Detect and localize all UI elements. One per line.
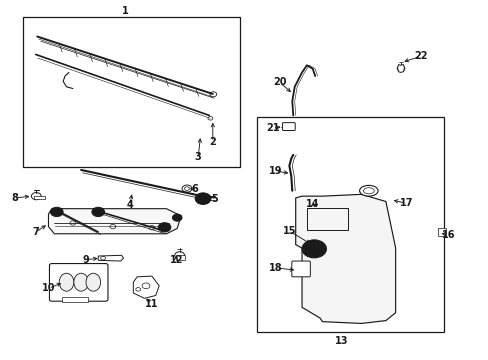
Bar [306,208,347,230]
Circle shape [158,223,170,232]
FancyBboxPatch shape [49,264,108,301]
Text: 10: 10 [41,283,55,293]
Circle shape [50,207,63,217]
Circle shape [92,207,104,217]
Text: 13: 13 [335,336,348,346]
Text: 17: 17 [399,198,412,208]
Text: 7: 7 [32,227,39,237]
Text: 15: 15 [282,226,296,236]
Polygon shape [98,255,123,261]
Bar [176,255,184,260]
Ellipse shape [363,188,373,194]
Ellipse shape [359,185,377,196]
Text: 11: 11 [145,299,158,309]
Text: 18: 18 [269,263,283,273]
Polygon shape [48,209,181,234]
Text: 21: 21 [265,123,279,133]
Text: 3: 3 [194,152,201,162]
Text: 19: 19 [268,166,282,176]
Ellipse shape [86,273,101,291]
Bar [61,297,88,302]
Bar [34,196,44,199]
FancyBboxPatch shape [282,123,295,131]
FancyBboxPatch shape [291,261,310,277]
Text: 22: 22 [413,51,427,61]
Bar [256,117,444,332]
Circle shape [195,193,210,204]
Text: 12: 12 [169,255,183,265]
Circle shape [302,240,326,258]
Ellipse shape [74,273,88,291]
Polygon shape [397,64,404,72]
Text: 6: 6 [191,184,198,194]
Circle shape [172,214,182,221]
Text: 16: 16 [441,230,454,239]
Text: 5: 5 [210,194,217,204]
Text: 14: 14 [305,199,319,210]
Text: 4: 4 [126,200,133,210]
Text: 2: 2 [209,138,216,147]
Polygon shape [133,276,159,298]
Bar [437,228,446,235]
Text: 1: 1 [122,6,128,16]
Polygon shape [295,194,395,323]
Text: 8: 8 [11,193,18,203]
Bar [22,17,239,167]
Ellipse shape [59,273,74,291]
Text: 20: 20 [272,77,286,87]
Text: 9: 9 [82,255,89,265]
